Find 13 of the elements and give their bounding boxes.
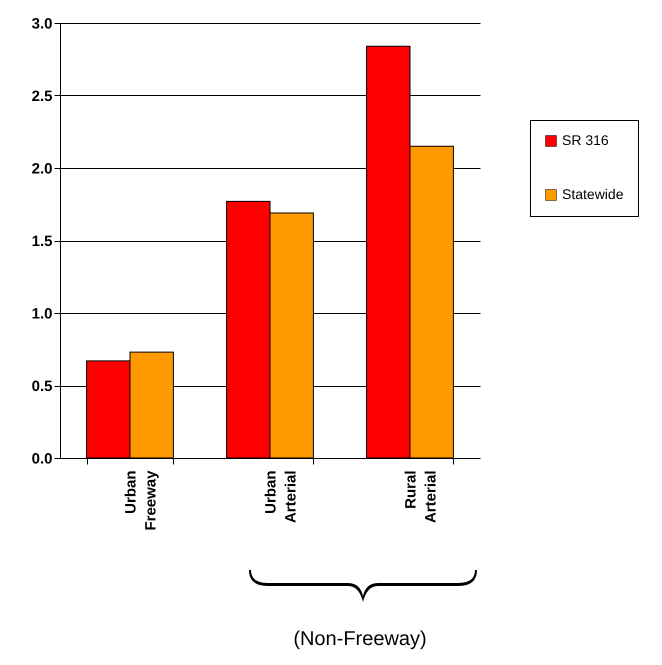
y-tick-label: 1.5: [32, 233, 52, 250]
y-tick-label: 2.5: [32, 88, 52, 105]
y-tick-label: 3.0: [32, 16, 52, 32]
x-tick-label: Rural Arterial: [402, 470, 440, 524]
legend-label: Statewide: [562, 186, 624, 202]
legend-label: SR 316: [562, 132, 609, 148]
text: (Non-Freeway): [292, 628, 428, 651]
y-tick-label: 0.5: [32, 378, 52, 395]
y-tick-label: 2.0: [32, 160, 52, 178]
y-tick-label: 1.0: [32, 306, 52, 322]
x-tick-label: Urban Arterial: [262, 470, 300, 524]
x-tick-label: Urban Freeway: [122, 470, 160, 531]
y-tick-label: 0.0: [32, 450, 52, 468]
